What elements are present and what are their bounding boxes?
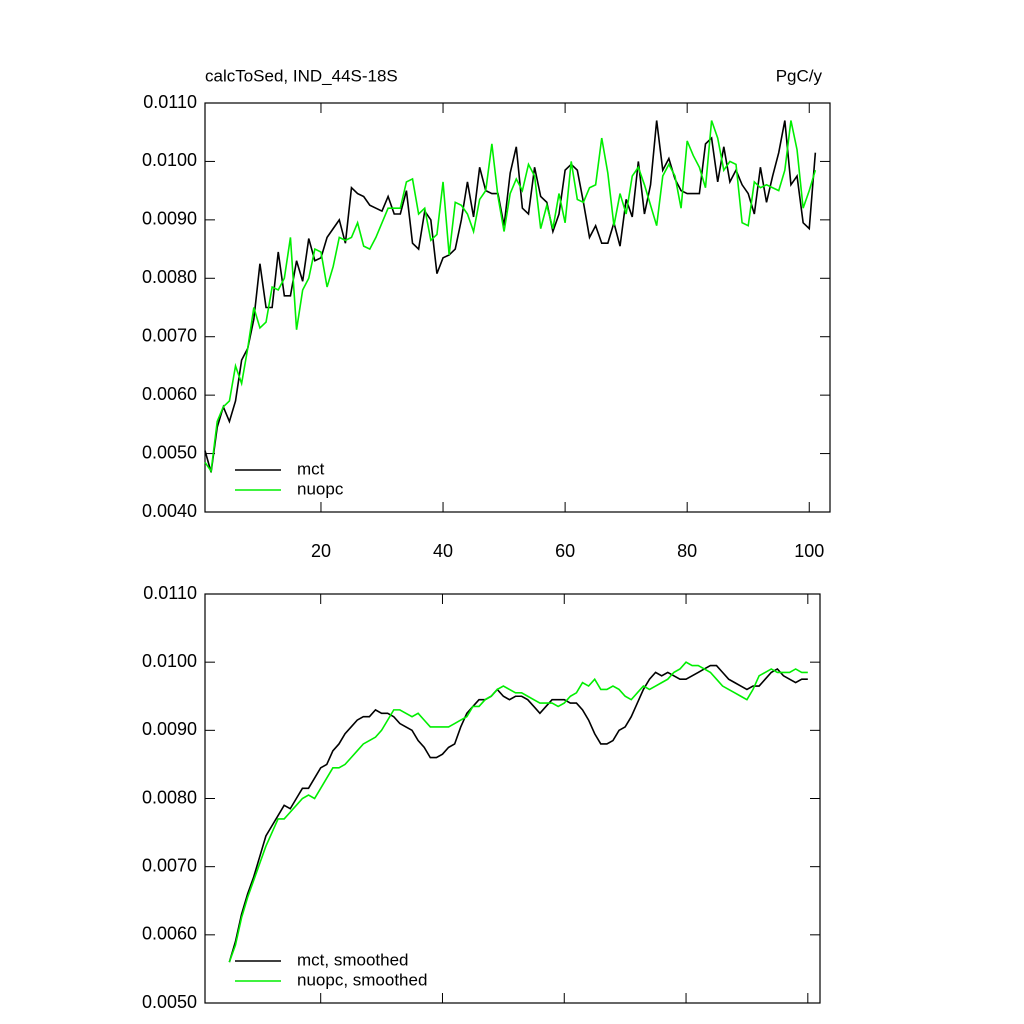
y-tick-label: 0.0050	[142, 992, 197, 1012]
x-tick-label: 100	[794, 541, 824, 561]
y-tick-label: 0.0060	[142, 384, 197, 404]
x-tick-label: 80	[677, 541, 697, 561]
y-tick-label: 0.0070	[142, 855, 197, 875]
legend-label: nuopc, smoothed	[297, 970, 427, 989]
y-tick-label: 0.0090	[142, 209, 197, 229]
y-tick-label: 0.0060	[142, 924, 197, 944]
y-tick-label: 0.0040	[142, 501, 197, 521]
y-tick-label: 0.0050	[142, 442, 197, 462]
y-tick-label: 0.0100	[142, 150, 197, 170]
legend-label: mct	[297, 459, 325, 478]
y-tick-label: 0.0080	[142, 787, 197, 807]
legend-label: nuopc	[297, 479, 344, 498]
chart-title: calcToSed, IND_44S-18S	[205, 66, 398, 85]
series-line	[204, 120, 817, 474]
series-line	[228, 661, 808, 963]
units-label: PgC/y	[776, 66, 823, 85]
series-line	[228, 664, 808, 963]
series-line	[204, 120, 817, 473]
y-tick-label: 0.0110	[143, 583, 197, 603]
y-tick-label: 0.0080	[142, 267, 197, 287]
x-tick-label: 20	[311, 541, 331, 561]
y-tick-label: 0.0100	[142, 651, 197, 671]
y-tick-label: 0.0090	[142, 719, 197, 739]
y-tick-label: 0.0110	[143, 92, 197, 112]
plot-frame	[204, 102, 831, 513]
y-tick-label: 0.0070	[142, 325, 197, 345]
x-tick-label: 40	[433, 541, 453, 561]
x-tick-label: 60	[555, 541, 575, 561]
legend-label: mct, smoothed	[297, 950, 409, 969]
